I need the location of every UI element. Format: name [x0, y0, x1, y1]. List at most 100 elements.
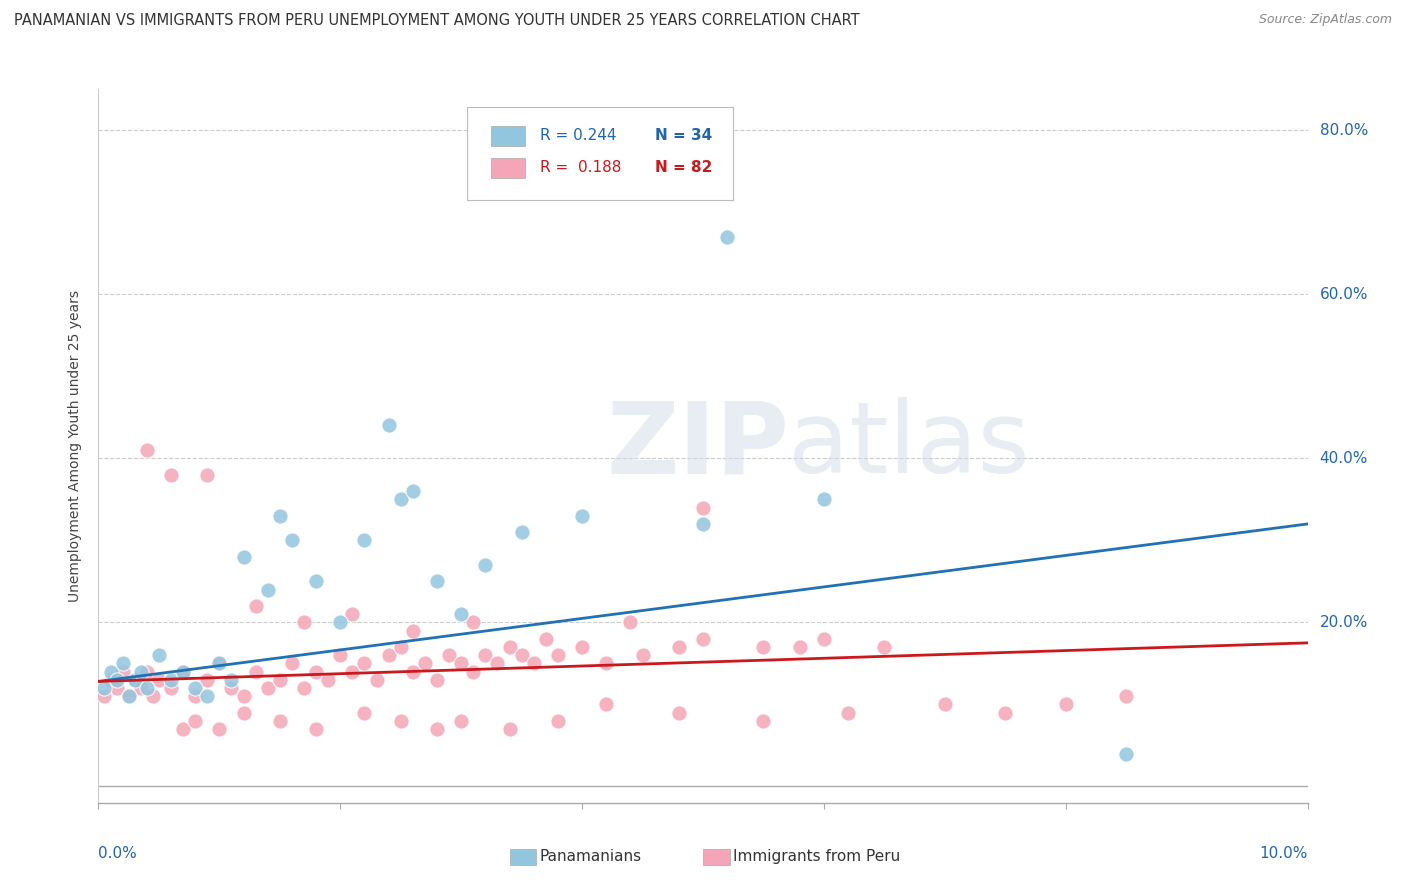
Point: [135, 665, 157, 679]
Point: [135, 681, 157, 695]
Point: [232, 689, 254, 703]
Point: [221, 673, 243, 687]
Point: [172, 665, 194, 679]
Point: [281, 533, 304, 548]
Point: [752, 640, 775, 654]
Point: [619, 615, 641, 630]
Point: [256, 681, 278, 695]
Point: [813, 492, 835, 507]
Point: [934, 698, 956, 712]
Point: [595, 657, 617, 671]
Point: [342, 607, 364, 622]
FancyBboxPatch shape: [467, 107, 734, 200]
Point: [389, 492, 412, 507]
Point: [305, 665, 328, 679]
Point: [353, 657, 375, 671]
Point: [377, 648, 399, 662]
Point: [245, 599, 267, 613]
Point: [377, 418, 399, 433]
Point: [269, 673, 291, 687]
Point: [208, 722, 231, 736]
Point: [118, 689, 141, 703]
Point: [426, 574, 449, 589]
Point: [142, 689, 165, 703]
Point: [498, 722, 520, 736]
Point: [148, 648, 170, 662]
Point: [129, 681, 152, 695]
Point: [668, 706, 690, 720]
Text: ZIP: ZIP: [606, 398, 789, 494]
Point: [1115, 689, 1137, 703]
Bar: [492, 158, 526, 178]
Text: R =  0.188: R = 0.188: [540, 161, 621, 175]
Text: 20.0%: 20.0%: [1320, 615, 1368, 630]
Point: [93, 689, 115, 703]
Point: [498, 640, 520, 654]
Point: [135, 443, 157, 458]
Point: [426, 722, 449, 736]
Point: [208, 657, 231, 671]
Point: [450, 607, 472, 622]
Point: [160, 681, 183, 695]
Point: [692, 632, 714, 646]
Point: [716, 230, 738, 244]
Text: atlas: atlas: [787, 398, 1029, 494]
Point: [160, 673, 183, 687]
Point: [269, 714, 291, 728]
Text: 10.0%: 10.0%: [1260, 846, 1308, 861]
Point: [184, 689, 207, 703]
Point: [692, 500, 714, 515]
Point: [402, 624, 425, 638]
Point: [994, 706, 1017, 720]
Point: [813, 632, 835, 646]
Point: [523, 657, 546, 671]
Bar: [492, 126, 526, 145]
Point: [124, 673, 146, 687]
Point: [281, 657, 304, 671]
Text: Panamanians: Panamanians: [540, 849, 643, 863]
Point: [437, 648, 460, 662]
Point: [450, 714, 472, 728]
Point: [292, 615, 315, 630]
Point: [305, 722, 328, 736]
Point: [305, 574, 328, 589]
Point: [148, 673, 170, 687]
Text: 0.0%: 0.0%: [98, 846, 138, 861]
Point: [463, 615, 485, 630]
Point: [631, 648, 654, 662]
Text: 80.0%: 80.0%: [1320, 123, 1368, 137]
Point: [353, 533, 375, 548]
Point: [752, 714, 775, 728]
Point: [93, 681, 115, 695]
Text: N = 82: N = 82: [655, 161, 711, 175]
Point: [111, 657, 134, 671]
Point: [413, 657, 436, 671]
Point: [571, 640, 593, 654]
Point: [232, 706, 254, 720]
Point: [547, 648, 569, 662]
Point: [426, 673, 449, 687]
Point: [184, 681, 207, 695]
Point: [668, 640, 690, 654]
Y-axis label: Unemployment Among Youth under 25 years: Unemployment Among Youth under 25 years: [69, 290, 83, 602]
Point: [486, 657, 509, 671]
Point: [510, 525, 533, 540]
Point: [100, 673, 122, 687]
Point: [463, 665, 485, 679]
Point: [450, 657, 472, 671]
Point: [118, 689, 141, 703]
Point: [571, 508, 593, 523]
Point: [402, 665, 425, 679]
Point: [534, 632, 557, 646]
Text: R = 0.244: R = 0.244: [540, 128, 616, 143]
Point: [160, 467, 183, 482]
Point: [389, 640, 412, 654]
Point: [269, 508, 291, 523]
Point: [195, 673, 218, 687]
Text: Immigrants from Peru: Immigrants from Peru: [734, 849, 900, 863]
Point: [402, 484, 425, 499]
Point: [172, 665, 194, 679]
Point: [353, 706, 375, 720]
Point: [100, 665, 122, 679]
Point: [1054, 698, 1077, 712]
